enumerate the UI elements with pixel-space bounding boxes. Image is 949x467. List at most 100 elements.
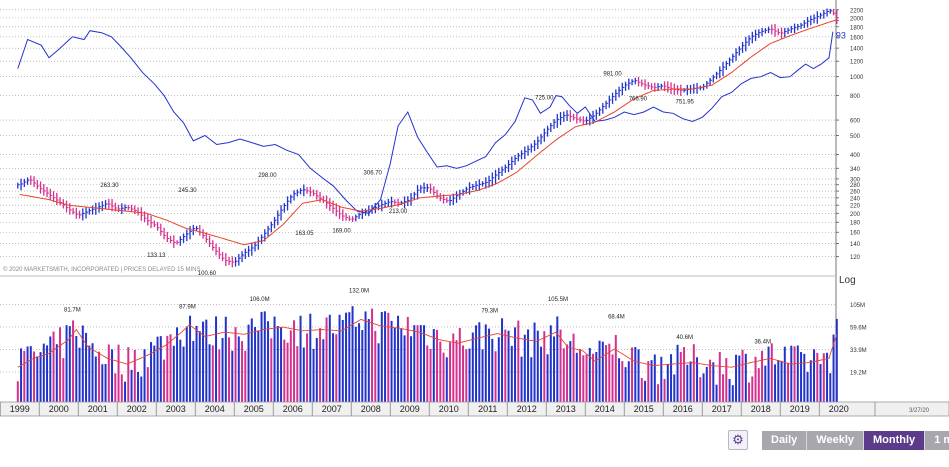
price-tick-label: 400 [850, 153, 861, 159]
volume-bar [312, 348, 315, 402]
date-axis: 1999 2000 2001 2002 2003 2004 2005 2006 2007 2008… [0, 401, 949, 417]
volume-bar [374, 330, 377, 402]
volume-bar [718, 352, 721, 402]
year-label: 2017 [712, 404, 732, 414]
gear-icon[interactable]: ⚙ [728, 430, 748, 450]
price-tick-label: 300 [850, 177, 861, 183]
volume-bar [627, 361, 630, 402]
volume-bar [221, 338, 224, 402]
volume-bar [676, 344, 679, 402]
volume-bar [780, 360, 783, 402]
volume-bar [107, 344, 110, 402]
volume-bar [88, 345, 91, 402]
volume-annotations: 81.7M 87.9M 106.0M 132.0M 79.3M 105.5M 68.4M 40… [64, 288, 771, 345]
volume-bar [709, 359, 712, 402]
volume-bar [367, 319, 370, 402]
volume-bar [761, 350, 764, 402]
price-tick-label: 2000 [850, 16, 864, 22]
price-annotation: 263.30 [100, 183, 119, 189]
volume-bar [517, 320, 520, 402]
year-label: 2005 [244, 404, 264, 414]
volume-bar [618, 358, 621, 402]
price-tick-label: 280 [850, 183, 861, 189]
volume-bar [813, 349, 816, 402]
volume-bar [598, 340, 601, 402]
price-annotation: 169.00 [332, 229, 351, 235]
year-label: 2008 [361, 404, 381, 414]
volume-bar [728, 378, 731, 402]
volume-bar [23, 350, 26, 402]
volume-bar [397, 315, 400, 402]
volume-bar [293, 320, 296, 402]
volume-bar [465, 349, 468, 402]
volume-bar [705, 366, 708, 402]
volume-bar [491, 338, 494, 402]
volume-bar [286, 342, 289, 402]
volume-bar [826, 352, 829, 402]
volume-bar [540, 346, 543, 402]
volume-bar [257, 330, 260, 402]
year-label: 2019 [790, 404, 810, 414]
volume-bar [458, 328, 461, 402]
volume-bar [231, 350, 234, 402]
volume-bar [748, 382, 751, 402]
year-label: 2010 [439, 404, 459, 414]
price-tick-label: 2200 [850, 8, 864, 14]
volume-bar [738, 355, 741, 402]
year-label: 2015 [634, 404, 654, 414]
volume-bar [549, 325, 552, 402]
volume-bar [393, 327, 396, 402]
price-annotation: 298.00 [258, 173, 277, 179]
volume-bar [722, 374, 725, 402]
intraday-dropdown[interactable]: 1 min [925, 430, 949, 450]
volume-bar [816, 352, 819, 402]
volume-bar [39, 352, 42, 402]
daily-button[interactable]: Daily [762, 430, 808, 450]
volume-bar [488, 328, 491, 402]
volume-bar [478, 322, 481, 402]
volume-bar [696, 357, 699, 402]
rs-line [17, 30, 834, 214]
volume-bar [156, 336, 159, 402]
volume-bar [501, 318, 504, 402]
year-label: 2018 [751, 404, 771, 414]
price-tick-label: 500 [850, 134, 861, 140]
volume-bar [143, 349, 146, 402]
volume-bar [686, 364, 689, 402]
volume-bar [751, 376, 754, 402]
volume-average-line [17, 318, 838, 368]
volume-bar [510, 345, 513, 402]
volume-bar [559, 329, 562, 402]
volume-bar [572, 333, 575, 402]
volume-bar [150, 342, 153, 402]
price-tick-label: 1000 [850, 75, 864, 81]
volume-bar [224, 316, 227, 402]
volume-bar [280, 327, 283, 402]
volume-bar [202, 321, 205, 402]
price-tick-label: 160 [850, 231, 861, 237]
volume-bar [189, 315, 192, 402]
weekly-button[interactable]: Weekly [807, 430, 865, 450]
price-tick-label: 200 [850, 212, 861, 218]
price-annotation: 766.90 [629, 97, 648, 103]
monthly-button[interactable]: Monthly [864, 430, 926, 450]
volume-bar [566, 344, 569, 402]
relative-strength-line: 93 [17, 30, 846, 214]
volume-bar [553, 336, 556, 402]
volume-bar [796, 345, 799, 402]
volume-bar [94, 356, 97, 402]
volume-bar [579, 348, 582, 402]
volume-bar [306, 333, 309, 402]
year-label: 2020 [829, 404, 849, 414]
volume-bar [98, 351, 101, 402]
volume-bar [647, 361, 650, 402]
volume-bar [832, 334, 835, 402]
price-tick-label: 600 [850, 119, 861, 125]
price-bars [17, 8, 839, 268]
volume-bar [153, 345, 156, 402]
price-tick-label: 1600 [850, 35, 864, 41]
volume-bar [29, 346, 32, 402]
volume-tick-label: 105M [850, 303, 865, 309]
volume-bar [185, 326, 188, 402]
